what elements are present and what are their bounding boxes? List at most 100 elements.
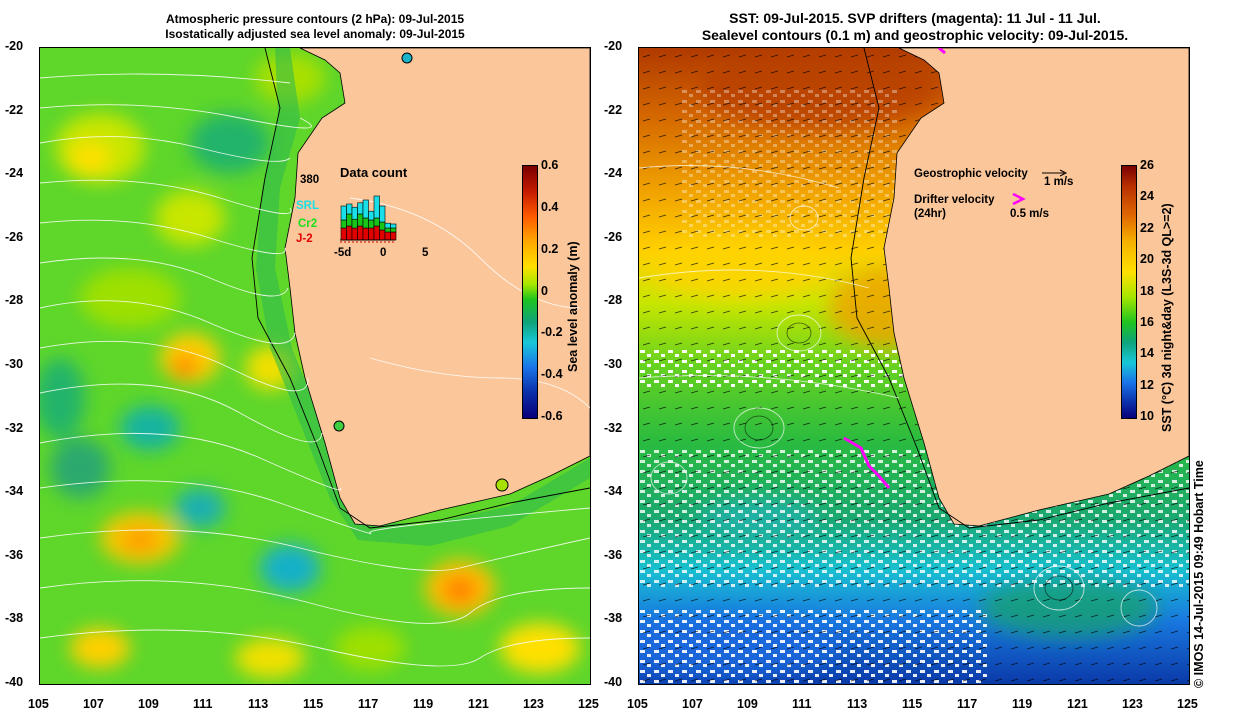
lat-tick-label: -26 xyxy=(5,229,24,244)
colorbar-tick-label: 0 xyxy=(541,283,548,298)
inset-bar xyxy=(390,231,397,241)
colorbar-tick-label: 18 xyxy=(1140,283,1154,298)
inset-bar xyxy=(340,227,347,241)
sealevel-contours xyxy=(639,165,1158,627)
lon-tick-label: 125 xyxy=(1177,697,1198,711)
sst-colorbar xyxy=(1121,165,1137,419)
lon-tick-label: 115 xyxy=(902,697,923,711)
lat-tick-label: -22 xyxy=(604,102,623,117)
inset-bar xyxy=(340,219,347,229)
anomaly-blobs xyxy=(40,53,580,678)
inset-bar xyxy=(357,213,364,227)
inset-bar xyxy=(351,206,358,220)
inset-bar xyxy=(379,205,386,223)
sst-map[interactable] xyxy=(638,47,1190,685)
inset-sat3: J-2 xyxy=(296,233,313,245)
left-title-line2: Isostatically adjusted sea level anomaly… xyxy=(165,27,465,41)
sea-level-anomaly-map[interactable] xyxy=(39,47,591,685)
inset-sat2: Cr2 xyxy=(298,218,318,230)
colorbar-tick-label: -0.2 xyxy=(541,325,563,340)
lon-tick-label: 117 xyxy=(957,697,978,711)
inset-bar xyxy=(390,223,397,229)
lat-tick-label: -34 xyxy=(5,484,24,499)
inset-bar xyxy=(368,210,375,221)
inset-bar xyxy=(379,221,386,231)
inset-bar xyxy=(357,225,364,241)
lat-tick-label: -38 xyxy=(604,611,623,626)
inset-xtick-3: 5 xyxy=(422,247,429,259)
lat-tick-label: -20 xyxy=(5,39,24,53)
inset-bar xyxy=(373,195,380,219)
right-map-title: SST: 09-Jul-2015. SVP drifters (magenta)… xyxy=(640,10,1190,44)
lat-tick-label: -32 xyxy=(604,420,623,435)
inset-bar xyxy=(340,205,347,221)
drifter-velocity-value: 0.5 m/s xyxy=(1010,208,1049,220)
lat-tick-label: -38 xyxy=(5,611,24,626)
geo-velocity-label: Geostrophic velocity xyxy=(914,168,1028,180)
colorbar-tick-label: 14 xyxy=(1140,346,1154,361)
left-title-line1: Atmospheric pressure contours (2 hPa): 0… xyxy=(165,12,465,26)
lon-tick-label: 119 xyxy=(1012,697,1033,711)
lat-tick-label: -32 xyxy=(5,420,24,435)
drifter-velocity-label: Drifter velocity xyxy=(914,194,995,206)
lon-tick-label: 119 xyxy=(413,697,434,711)
inset-bar xyxy=(384,231,391,241)
lon-tick-label: 113 xyxy=(248,697,269,711)
colorbar-tick-label: 0.6 xyxy=(541,158,559,172)
lat-tick-label: -36 xyxy=(5,547,24,562)
lat-tick-label: -28 xyxy=(604,293,623,308)
colorbar-tick-label: -0.6 xyxy=(541,409,563,423)
sla-colorbar-title: Sea level anomaly (m) xyxy=(566,241,580,372)
lon-tick-label: 117 xyxy=(358,697,379,711)
lat-tick-label: -40 xyxy=(5,675,24,689)
inset-bar xyxy=(351,227,358,241)
lat-tick-label: -26 xyxy=(604,229,623,244)
inset-sat1: SRL xyxy=(296,200,319,212)
lon-tick-label: 109 xyxy=(138,697,159,711)
inset-bar xyxy=(357,202,364,215)
inset-count: 380 xyxy=(300,174,320,186)
lat-tick-label: -40 xyxy=(604,675,623,689)
inset-bar xyxy=(384,222,391,229)
lat-tick-label: -30 xyxy=(5,357,24,371)
lon-tick-label: 109 xyxy=(737,697,758,711)
sst-colorbar-title: SST (°C) 3d night&day (L3S-3d QL>=2) xyxy=(1160,203,1174,432)
pressure-contours xyxy=(40,73,590,667)
colorbar-tick-label: 20 xyxy=(1140,252,1154,267)
lon-tick-label: 123 xyxy=(1122,697,1143,711)
inset-bar xyxy=(368,227,375,241)
inset-xtick-2: 0 xyxy=(380,247,387,259)
lon-tick-label: 125 xyxy=(578,697,599,711)
lon-tick-label: 105 xyxy=(627,697,648,711)
inset-bar xyxy=(373,225,380,241)
lon-tick-label: 121 xyxy=(468,697,489,711)
inset-bar xyxy=(373,217,380,227)
lat-tick-label: -36 xyxy=(604,547,623,562)
colorbar-tick-label: -0.4 xyxy=(541,367,563,382)
lon-tick-label: 111 xyxy=(193,697,213,711)
lon-tick-label: 123 xyxy=(523,697,544,711)
inset-xtick-1: -5d xyxy=(334,247,352,259)
inset-bar xyxy=(351,218,358,229)
imos-credit: © IMOS 14-Jul-2015 09:49 Hobart Time xyxy=(1192,460,1206,688)
left-map-title: Atmospheric pressure contours (2 hPa): 0… xyxy=(40,12,590,42)
australia-landmass xyxy=(284,48,590,527)
inset-bar xyxy=(379,229,386,241)
inset-title: Data count xyxy=(340,165,408,180)
colorbar-tick-label: 24 xyxy=(1140,189,1154,204)
colorbar-tick-label: 0.4 xyxy=(541,199,559,214)
colorbar-tick-label: 12 xyxy=(1140,377,1154,392)
colorbar-tick-label: 0.2 xyxy=(541,241,559,256)
australia-landmass-sst xyxy=(883,48,1189,527)
data-count-inset xyxy=(340,195,397,243)
lat-tick-label: -24 xyxy=(604,166,623,181)
colorbar-tick-label: 22 xyxy=(1140,220,1154,235)
lat-tick-label: -24 xyxy=(5,166,24,181)
inset-bar xyxy=(368,219,375,229)
lat-tick-label: -22 xyxy=(5,102,24,117)
lon-tick-label: 107 xyxy=(83,697,104,711)
geo-velocity-value: 1 m/s xyxy=(1044,176,1074,188)
inset-bar xyxy=(362,227,369,241)
lat-tick-label: -20 xyxy=(604,39,623,53)
inset-bar xyxy=(346,203,353,215)
